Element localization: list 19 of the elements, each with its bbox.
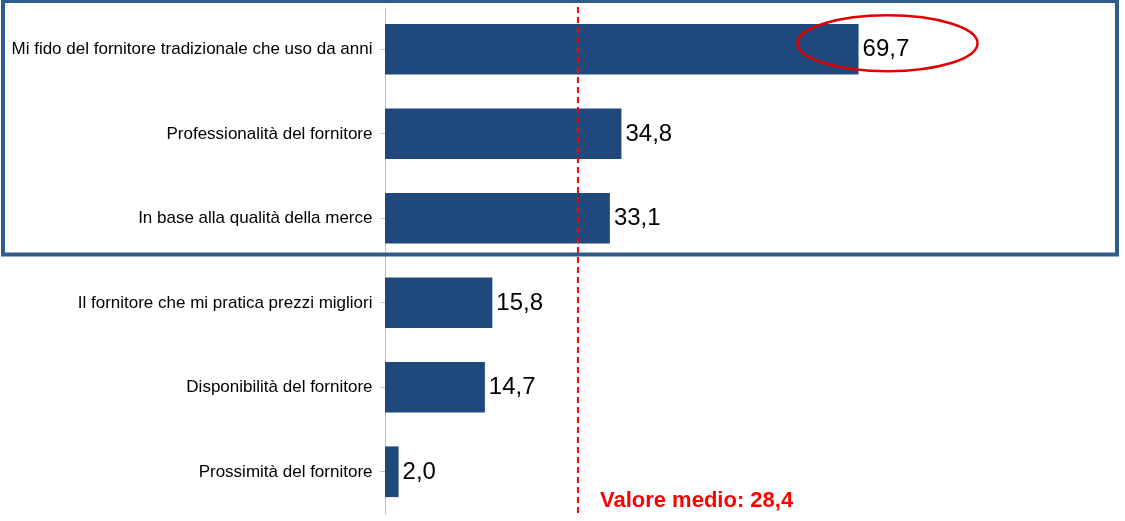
bar (385, 108, 622, 160)
y-tick-label: Prossimità del fornitore (198, 461, 373, 481)
y-tick-label: Il fornitore che mi pratica prezzi migliori (77, 292, 373, 312)
y-tick-label: Professionalità del fornitore (166, 123, 373, 143)
y-tick-label: In base alla qualità della merce (138, 208, 373, 228)
y-tick-label: Mi fido del fornitore tradizionale che uso da anni (11, 39, 373, 59)
bar (385, 446, 399, 498)
data-label: 14,7 (488, 372, 536, 400)
data-label: 2,0 (402, 456, 436, 484)
bar (385, 361, 485, 413)
data-label: 33,1 (613, 203, 661, 231)
y-tick-label: Disponibilità del fornitore (186, 377, 373, 397)
bar (385, 277, 493, 329)
data-label: 69,7 (862, 34, 910, 62)
ref-line-label: Valore medio: 28,4 (599, 487, 794, 512)
bar (385, 192, 610, 244)
bar (385, 23, 859, 75)
data-label: 34,8 (625, 118, 673, 146)
data-label: 15,8 (496, 287, 544, 315)
